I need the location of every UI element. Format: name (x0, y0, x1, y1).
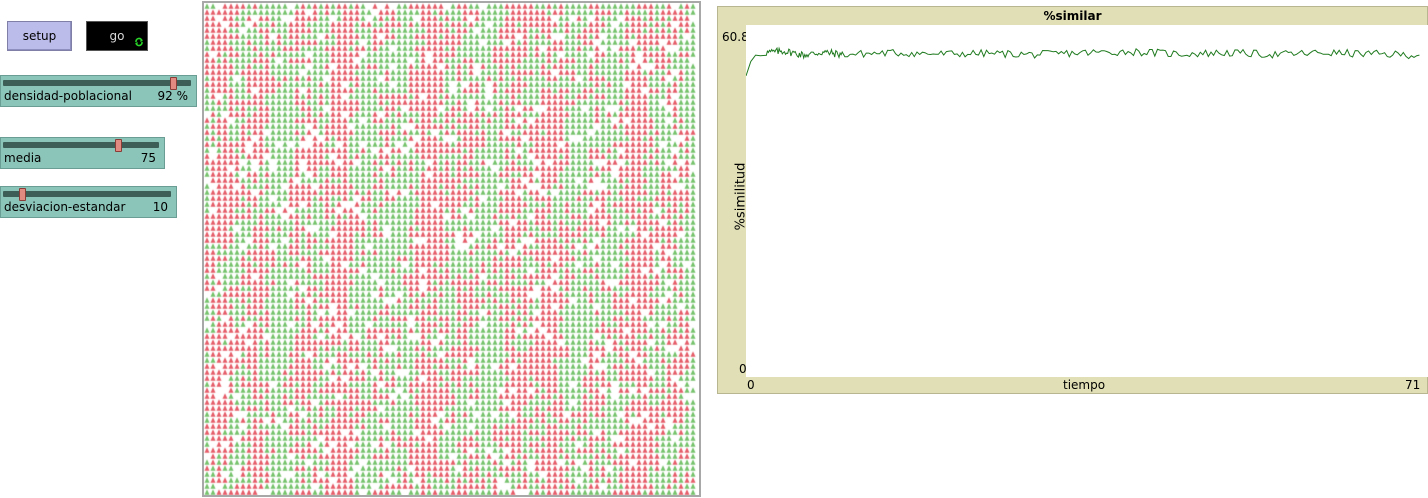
series-line (745, 46, 1420, 77)
x-min-label: 0 (747, 378, 755, 392)
setup-button[interactable]: setup (7, 21, 72, 51)
media-slider[interactable]: media 75 (0, 137, 165, 169)
y-max-label: 60.8 (722, 30, 749, 44)
forever-icon (135, 37, 143, 47)
slider-value: 75 (140, 151, 156, 165)
y-min-label: 0 (739, 362, 747, 376)
world-canvas[interactable] (204, 3, 699, 495)
slider-label: densidad-poblacional (4, 89, 132, 103)
plot-title: %similar (1043, 9, 1102, 23)
slider-label: media (4, 151, 42, 165)
x-max-label: 71 (1405, 378, 1421, 392)
desviacion-estandar-slider[interactable]: desviacion-estandar 10 (0, 186, 177, 218)
slider-track[interactable] (3, 191, 171, 197)
slider-value: 92 % (157, 89, 189, 103)
go-button-label: go (109, 29, 125, 43)
slider-knob[interactable] (19, 188, 27, 201)
slider-knob[interactable] (114, 139, 122, 152)
slider-track[interactable] (3, 80, 191, 86)
go-button[interactable]: go (86, 21, 148, 51)
slider-label: desviacion-estandar (4, 200, 126, 214)
slider-value: 10 (152, 200, 168, 214)
world-view[interactable] (202, 1, 701, 497)
densidad-poblacional-slider[interactable]: densidad-poblacional 92 % (0, 75, 197, 107)
plot-svg (745, 46, 1420, 77)
similar-plot: %similar 60.8 0 %similitud 0 tiempo 71 (717, 6, 1428, 394)
x-axis-label: tiempo (1063, 378, 1106, 392)
plot-area (745, 25, 1428, 377)
slider-knob[interactable] (169, 77, 177, 90)
slider-track[interactable] (3, 142, 159, 148)
